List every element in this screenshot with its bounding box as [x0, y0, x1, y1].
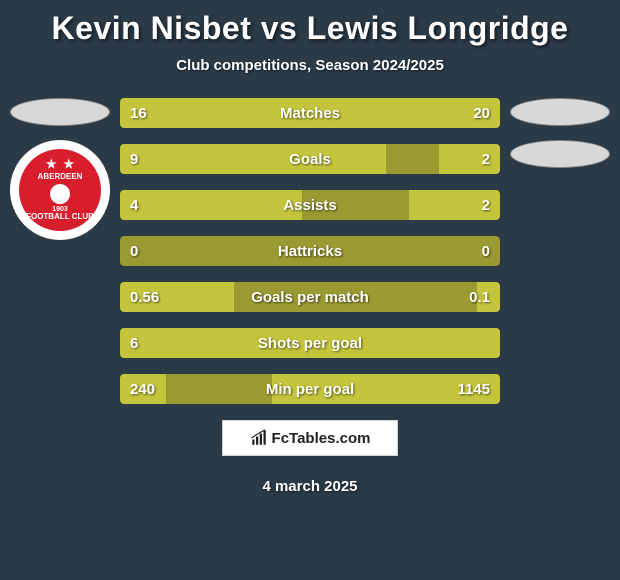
date-text: 4 march 2025	[0, 478, 620, 495]
stat-value-right: 20	[473, 98, 490, 128]
stat-label: Goals per match	[120, 282, 500, 312]
stat-row: 9Goals2	[120, 144, 500, 174]
stat-value-right: 2	[482, 190, 490, 220]
stat-value-right: 1145	[457, 374, 490, 404]
club-oval-placeholder	[510, 98, 610, 126]
stat-label: Shots per goal	[120, 328, 500, 358]
stat-row: 0Hattricks0	[120, 236, 500, 266]
club-oval-placeholder	[10, 98, 110, 126]
subtitle: Club competitions, Season 2024/2025	[0, 57, 620, 74]
stat-row: 6Shots per goal	[120, 328, 500, 358]
stat-row: 16Matches20	[120, 98, 500, 128]
right-club-column	[510, 98, 610, 182]
stat-value-right: 0	[482, 236, 490, 266]
badge-bottom-text: FOOTBALL CLUB	[26, 213, 94, 222]
stat-label: Min per goal	[120, 374, 500, 404]
stat-row: 0.56Goals per match0.1	[120, 282, 500, 312]
badge-top-text: ABERDEEN	[38, 173, 83, 182]
ball-icon	[50, 184, 70, 204]
club-badge-aberdeen: ★ ★ ABERDEEN 1903 FOOTBALL CLUB	[10, 140, 110, 240]
stat-label: Goals	[120, 144, 500, 174]
brand-text: FcTables.com	[272, 430, 371, 447]
stat-row: 4Assists2	[120, 190, 500, 220]
stat-label: Hattricks	[120, 236, 500, 266]
club-oval-placeholder	[510, 140, 610, 168]
stat-value-right: 0.1	[469, 282, 490, 312]
stat-row: 240Min per goal1145	[120, 374, 500, 404]
chart-icon	[250, 429, 268, 447]
page-title: Kevin Nisbet vs Lewis Longridge	[0, 0, 620, 47]
stat-value-right: 2	[482, 144, 490, 174]
stat-label: Assists	[120, 190, 500, 220]
stat-bars: 16Matches20 9Goals2 4Assists2 0Hattricks0 0.…	[120, 98, 500, 404]
left-club-column: ★ ★ ABERDEEN 1903 FOOTBALL CLUB	[10, 98, 110, 240]
brand-box[interactable]: FcTables.com	[222, 420, 398, 456]
comparison-content: ★ ★ ABERDEEN 1903 FOOTBALL CLUB 16Matche…	[0, 98, 620, 404]
stat-label: Matches	[120, 98, 500, 128]
star-icon: ★ ★	[46, 158, 74, 171]
